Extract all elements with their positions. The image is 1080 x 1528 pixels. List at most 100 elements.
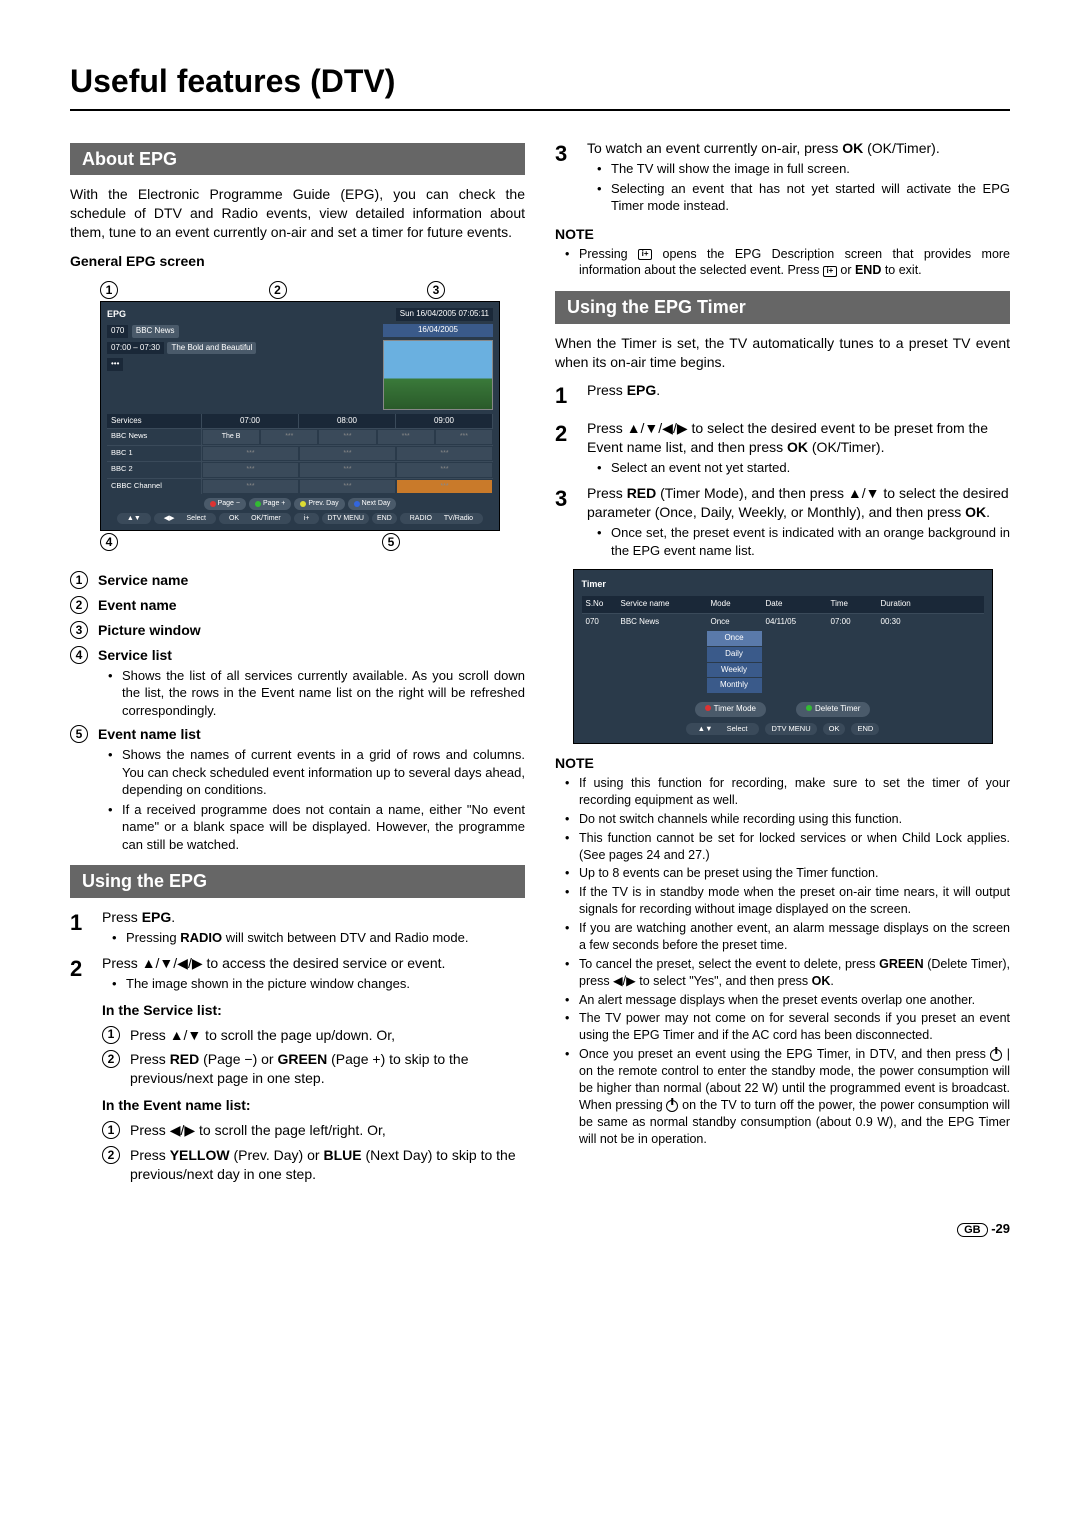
timer-col-2: Mode — [707, 596, 762, 613]
epg-event: The Bold and Beautiful — [167, 342, 256, 355]
service-list-head: In the Service list: — [102, 1001, 525, 1020]
epg-ch-num: 070 — [107, 325, 128, 338]
timer-r1: BBC News — [617, 614, 707, 631]
epg-foot-0: ▲▼ — [117, 513, 151, 524]
epg-services-col: Services — [107, 414, 202, 429]
epg-preview-window — [383, 340, 493, 410]
timer-foot-dtv: DTV MENU — [765, 723, 816, 735]
about-epg-header: About EPG — [70, 143, 525, 175]
timer-r4: 07:00 — [827, 614, 877, 631]
timer-col-5: Duration — [877, 596, 937, 613]
ev: *** — [203, 447, 298, 460]
legend-2: 2 — [70, 596, 88, 614]
callout-4: 4 — [100, 533, 118, 551]
epg-foot-4: DTV MENU — [322, 513, 369, 524]
epg-foot-2: OK OK/Timer — [219, 513, 291, 524]
mode-monthly: Monthly — [707, 678, 762, 694]
info-icon: i+ — [823, 266, 837, 277]
page-footer: GB -29 — [70, 1220, 1010, 1238]
svc-2: BBC 2 — [107, 462, 202, 477]
general-epg-label: General EPG screen — [70, 252, 525, 271]
ev: *** — [436, 430, 492, 443]
epg-btn-page-plus: Page + — [249, 498, 291, 509]
legend-4: 4 — [70, 646, 88, 664]
note-r1: If using this function for recording, ma… — [579, 775, 1010, 809]
timer-step-2: 2 Press ▲/▼/◀/▶ to select the desired ev… — [555, 419, 1010, 476]
timer-step-1: 1Press EPG. — [555, 381, 1010, 411]
legend-5-b1: Shows the names of current events in a g… — [122, 746, 525, 799]
epg-time-2: 09:00 — [396, 414, 493, 429]
note-head-2: NOTE — [555, 754, 1010, 773]
ev: *** — [203, 480, 298, 493]
about-epg-text: With the Electronic Programme Guide (EPG… — [70, 185, 525, 242]
epg-time-1: 08:00 — [299, 414, 396, 429]
callout-5: 5 — [382, 533, 400, 551]
epg-foot-3: i+ — [294, 513, 320, 524]
note-r3: This function cannot be set for locked s… — [579, 830, 1010, 864]
step-3: 3 To watch an event currently on-air, pr… — [555, 139, 1010, 215]
legend-3: 3 — [70, 621, 88, 639]
timer-foot-end: END — [851, 723, 879, 735]
epg-foot-6: RADIO TV/Radio — [400, 513, 483, 524]
timer-r3: 04/11/05 — [762, 614, 827, 631]
region-badge: GB — [957, 1223, 988, 1237]
mode-weekly: Weekly — [707, 663, 762, 679]
legend-2-label: Event name — [98, 597, 177, 613]
ev: *** — [397, 463, 492, 476]
power-icon — [666, 1100, 678, 1112]
right-column: 3 To watch an event currently on-air, pr… — [555, 131, 1010, 1190]
epg-timerange: 07:00 – 07:30 — [107, 342, 164, 355]
mode-once: Once — [707, 631, 762, 647]
timer-title: Timer — [582, 578, 984, 590]
svc-1: BBC 1 — [107, 446, 202, 461]
epg-dots: ••• — [107, 358, 123, 371]
ev: *** — [261, 430, 317, 443]
timer-foot-sel: ▲▼ Select — [686, 723, 760, 735]
epg-ch-name: BBC News — [132, 325, 179, 338]
note-head-1: NOTE — [555, 225, 1010, 244]
ev: *** — [300, 480, 395, 493]
svc-0: BBC News — [107, 429, 202, 444]
legend-3-label: Picture window — [98, 622, 201, 638]
timer-step-3: 3 Press RED (Timer Mode), and then press… — [555, 484, 1010, 559]
legend-5-b2: If a received programme does not contain… — [122, 801, 525, 854]
using-epg-header: Using the EPG — [70, 865, 525, 897]
epg-screenshot: 1 2 3 EPG Sun 16/04/2005 07:05:11 070 BB… — [70, 281, 525, 551]
epg-timer-header: Using the EPG Timer — [555, 291, 1010, 323]
legend-1: 1 — [70, 571, 88, 589]
epg-foot-1: ◀▶ Select — [154, 513, 216, 524]
timer-intro: When the Timer is set, the TV automatica… — [555, 334, 1010, 372]
legend-1-label: Service name — [98, 572, 188, 588]
note-r10: Once you preset an event using the EPG T… — [579, 1046, 1010, 1147]
left-column: About EPG With the Electronic Programme … — [70, 131, 525, 1190]
page-number: -29 — [991, 1221, 1010, 1236]
legend-4-label: Service list — [98, 647, 172, 663]
note-1: Pressing i+ opens the EPG Description sc… — [579, 246, 1010, 280]
note-r5: If the TV is in standby mode when the pr… — [579, 884, 1010, 918]
callout-2: 2 — [269, 281, 287, 299]
epg-time-0: 07:00 — [202, 414, 299, 429]
ev: *** — [319, 430, 375, 443]
note-r7: To cancel the preset, select the event t… — [579, 956, 1010, 990]
ev: *** — [203, 463, 298, 476]
step-2: 2 Press ▲/▼/◀/▶ to access the desired se… — [70, 954, 525, 1190]
legend-4-b1: Shows the list of all services currently… — [122, 667, 525, 720]
timer-r2: Once — [707, 614, 762, 631]
epg-btn-prev-day: Prev. Day — [294, 498, 344, 509]
epg-foot-5: END — [372, 513, 397, 524]
event-list-head: In the Event name list: — [102, 1096, 525, 1115]
timer-col-0: S.No — [582, 596, 617, 613]
epg-btn-next-day: Next Day — [348, 498, 397, 509]
note-r4: Up to 8 events can be preset using the T… — [579, 865, 878, 882]
epg-title: EPG — [107, 308, 126, 321]
legend-5: 5 — [70, 725, 88, 743]
timer-foot-ok: OK — [823, 723, 846, 735]
timer-r0: 070 — [582, 614, 617, 631]
ev: *** — [378, 430, 434, 443]
delete-timer-btn: Delete Timer — [796, 702, 870, 717]
timer-mode-btn: Timer Mode — [695, 702, 766, 717]
timer-col-3: Date — [762, 596, 827, 613]
note-r9: The TV power may not come on for several… — [579, 1010, 1010, 1044]
ev: The B — [203, 430, 259, 443]
note-r8: An alert message displays when the prese… — [579, 992, 975, 1009]
